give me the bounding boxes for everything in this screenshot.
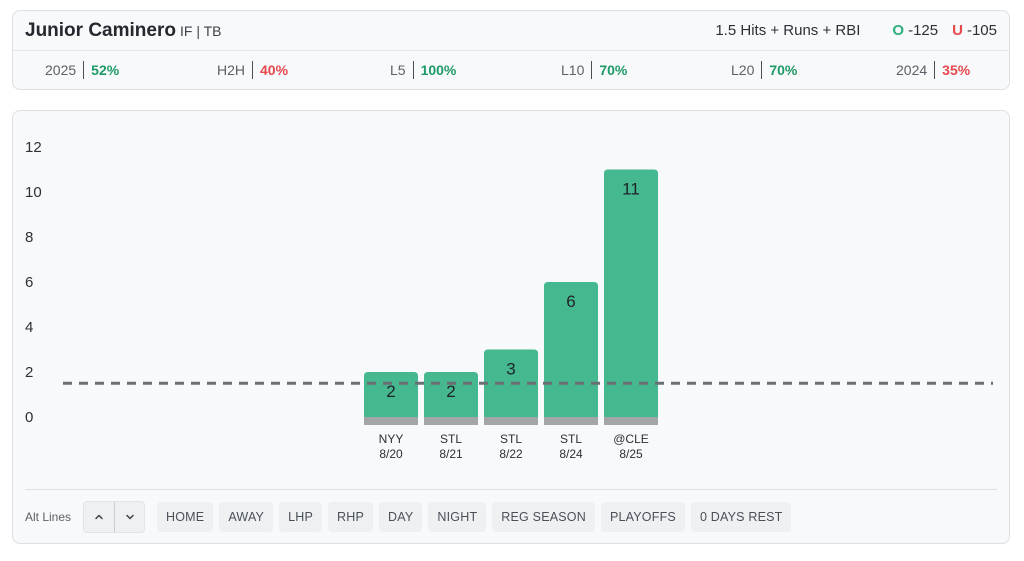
filter-chip-reg-season[interactable]: REG SEASON [492,502,595,532]
filter-chip-rhp[interactable]: RHP [328,502,374,532]
bar-value-label: 3 [506,360,515,379]
over-odds[interactable]: O -125 [892,22,938,39]
filter-chip-home[interactable]: HOME [157,502,214,532]
filter-chip-away[interactable]: AWAY [219,502,274,532]
bar-base [484,417,538,425]
under-icon: U [952,22,963,39]
stat-label: L10 [561,61,593,79]
x-tick-date: 8/21 [439,447,463,461]
stat-l5: L5 100% [390,61,456,79]
prop-label: 1.5 Hits + Runs + RBI [715,22,861,39]
x-tick-opponent: STL [500,432,522,446]
stat-value: 70% [599,62,628,78]
y-tick-label: 4 [25,319,33,336]
player-name-text: Junior Caminero [25,20,176,41]
stat-label: 2024 [896,61,936,79]
player-position-team: IF | TB [179,23,222,39]
filter-chip-playoffs[interactable]: PLAYOFFS [600,502,685,532]
bar-base [424,417,478,425]
x-tick-opponent: NYY [379,432,404,446]
prop-header-card: Junior Caminero IF | TB 1.5 Hits + Runs +… [12,10,1010,90]
bar-base [544,417,598,425]
player-name: Junior Caminero IF | TB [25,20,221,42]
filter-bar: Alt Lines HOME AWAY LHP RHP DAY NIGHT RE… [25,501,797,533]
alt-line-up-button[interactable] [84,502,114,532]
hit-rate-stats: 2025 52% H2H 40% L5 100% L10 70% L20 70%… [13,51,1009,91]
filter-chip-days-rest[interactable]: 0 DAYS REST [690,502,792,532]
x-tick-opponent: @CLE [613,432,649,446]
x-tick-opponent: STL [560,432,582,446]
chevron-up-icon [95,514,103,520]
y-tick-label: 0 [25,409,33,426]
filter-chip-lhp[interactable]: LHP [279,502,323,532]
market-info: 1.5 Hits + Runs + RBI O -125 U -105 [715,22,997,39]
title-row: Junior Caminero IF | TB 1.5 Hits + Runs +… [13,11,1009,51]
chart-divider [25,489,997,490]
stat-value: 35% [942,62,971,78]
x-tick-date: 8/25 [619,447,643,461]
x-tick-date: 8/20 [379,447,403,461]
under-odds-value: -105 [966,22,997,39]
alt-lines-label: Alt Lines [25,510,72,524]
bar [604,169,658,417]
bar-value-label: 6 [566,292,575,311]
bar-base [604,417,658,425]
y-tick-label: 12 [25,139,42,156]
over-icon: O [892,22,905,39]
stat-value: 70% [769,62,798,78]
stat-value: 40% [260,62,289,78]
bar-value-label: 2 [386,382,395,401]
bar-value-label: 11 [622,180,640,199]
bar-value-label: 2 [446,382,455,401]
stat-h2h: H2H 40% [217,61,288,79]
stat-2025: 2025 52% [45,61,119,79]
y-tick-label: 8 [25,229,33,246]
under-odds[interactable]: U -105 [952,22,997,39]
stat-value: 100% [420,62,457,78]
x-tick-date: 8/22 [499,447,523,461]
y-tick-label: 2 [25,364,33,381]
stat-label: 2025 [45,61,85,79]
stat-l10: L10 70% [561,61,627,79]
filter-chip-night[interactable]: NIGHT [428,502,487,532]
y-tick-label: 10 [25,184,42,201]
over-odds-value: -125 [908,22,939,39]
alt-lines-stepper [83,501,146,533]
filter-chip-day[interactable]: DAY [379,502,423,532]
stat-2024: 2024 35% [896,61,970,79]
game-log-bar-chart: 0246810122NYY8/202STL8/213STL8/226STL8/2… [25,139,993,461]
stat-label: L5 [390,61,414,79]
stat-value: 52% [91,62,120,78]
x-tick-opponent: STL [440,432,462,446]
alt-line-down-button[interactable] [114,502,144,532]
bar-base [364,417,418,425]
stat-label: L20 [731,61,763,79]
chart-card: 0 2 4 6 8 10 12 2 NYY 8/20 2 STL 8/21 3 STL 8/22 6 STL 8/2… [12,110,1010,544]
stat-l20: L20 70% [731,61,797,79]
x-tick-date: 8/24 [559,447,583,461]
bar [544,282,598,417]
stat-label: H2H [217,61,254,79]
chevron-down-icon [125,514,134,520]
y-tick-label: 6 [25,274,33,291]
